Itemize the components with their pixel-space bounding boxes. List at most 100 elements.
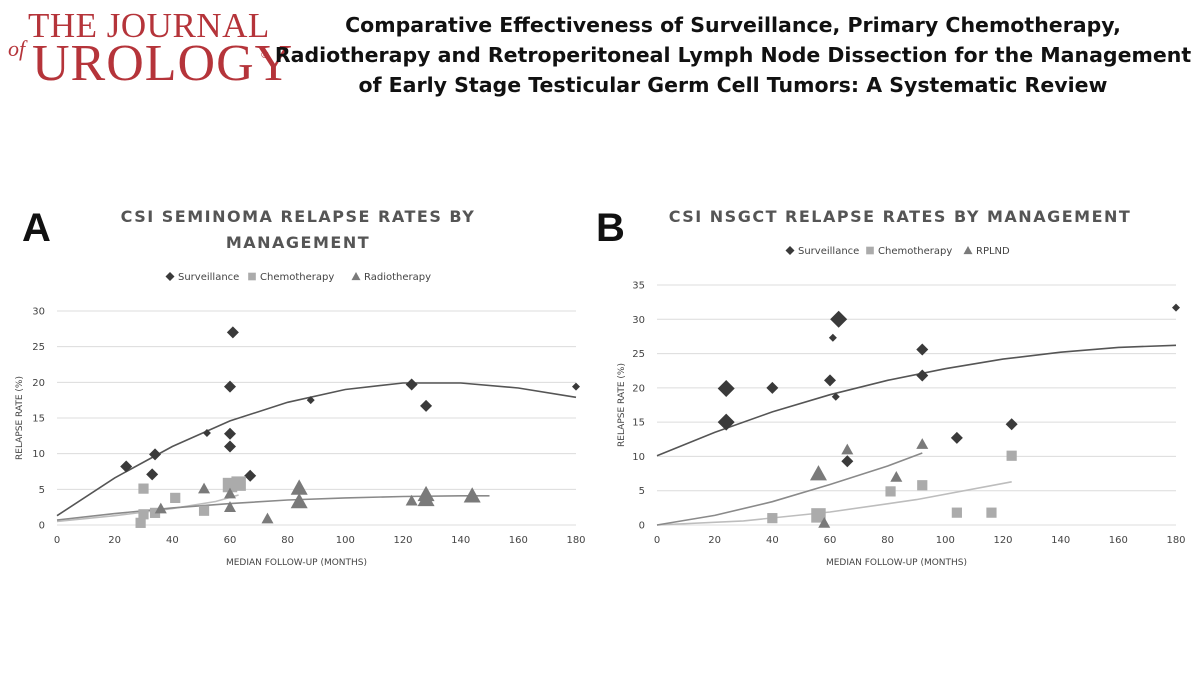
chart-a-y-tick: 0 [39, 521, 45, 532]
chart-a-point-radiotherapy [224, 501, 236, 512]
chart-a-legend-marker-surveillance [165, 272, 175, 281]
chart-a-y-tick: 30 [32, 307, 45, 318]
chart-b-x-tick: 80 [881, 535, 894, 546]
chart-a-x-axis-label: MEDIAN FOLLOW-UP (MONTHS) [226, 558, 367, 568]
chart-b-point-chemotherapy [1006, 450, 1017, 461]
panel-label-a: A [22, 206, 51, 250]
chart-a-point-radiotherapy [290, 479, 308, 495]
chart-b-point-surveillance [841, 455, 854, 468]
chart-b-x-tick: 0 [654, 535, 660, 546]
chart-a-x-tick: 0 [54, 535, 60, 546]
chart-b-x-tick: 120 [993, 535, 1012, 546]
chart-a-point-radiotherapy [417, 490, 435, 507]
chart-b-point-surveillance [717, 413, 735, 431]
chart-b-point-surveillance [1172, 303, 1180, 312]
chart-b-point-surveillance [766, 381, 779, 394]
chart-b-point-surveillance [1005, 418, 1018, 431]
chart-a-point-radiotherapy [154, 502, 167, 514]
chart-b-legend-label-rplnd: RPLND [976, 246, 1010, 257]
chart-b-point-rplnd [841, 443, 854, 455]
chart-a-x-tick: 120 [393, 535, 412, 546]
chart-a-point-radiotherapy [224, 487, 236, 499]
chart-a-point-chemotherapy [231, 476, 246, 491]
chart-b-point-chemotherapy [986, 507, 997, 518]
chart-a-trendline-surveillance [56, 382, 577, 517]
chart-a-point-surveillance [405, 378, 418, 391]
chart-a-point-surveillance [224, 380, 236, 393]
chart-b-legend-label-chemotherapy: Chemotherapy [878, 246, 952, 257]
chart-a-legend-label-surveillance: Surveillance [178, 272, 239, 283]
chart-a-legend-label-chemotherapy: Chemotherapy [260, 272, 334, 283]
chart-a-point-surveillance [226, 326, 239, 339]
logo-urology: UROLOGY [32, 35, 294, 92]
chart-b-y-tick: 10 [632, 452, 645, 463]
chart-b-point-chemotherapy [885, 486, 896, 497]
chart-b-point-surveillance [831, 392, 840, 401]
chart-a-point-radiotherapy [261, 512, 274, 524]
chart-b-x-tick: 140 [1051, 535, 1070, 546]
chart-b-trendline-rplnd [656, 452, 923, 526]
article-title: Comparative Effectiveness of Surveillanc… [274, 13, 1192, 97]
chart-a-x-tick: 60 [224, 535, 237, 546]
chart-a-y-tick: 5 [39, 485, 45, 496]
chart-a-point-chemotherapy [198, 505, 210, 516]
chart-a-title-line: CSI SEMINOMA RELAPSE RATES BY [121, 207, 476, 226]
chart-b-trendline-surveillance [656, 344, 1177, 457]
chart-b-point-surveillance [824, 374, 836, 387]
chart-b-x-axis-label: MEDIAN FOLLOW-UP (MONTHS) [826, 558, 967, 568]
chart-a-point-radiotherapy [198, 482, 211, 494]
chart-a-point-radiotherapy [463, 487, 481, 503]
chart-a-y-tick: 10 [32, 449, 45, 460]
chart-b-legend-label-surveillance: Surveillance [798, 246, 859, 257]
panel-label-b: B [596, 206, 625, 250]
chart-b-y-tick: 5 [639, 486, 645, 497]
chart-b-point-surveillance [950, 431, 963, 444]
chart-b-trendline-chemotherapy [656, 481, 1012, 526]
chart-a-legend-marker-chemotherapy [248, 272, 256, 281]
chart-a-title-line: MANAGEMENT [226, 233, 370, 252]
chart-a-x-tick: 100 [336, 535, 355, 546]
chart-a-y-tick: 20 [32, 378, 45, 389]
chart-b-point-surveillance [916, 369, 929, 382]
chart-b-y-tick: 15 [632, 418, 645, 429]
chart-b-legend-marker-surveillance [785, 246, 795, 255]
chart-b-point-rplnd [916, 438, 929, 449]
chart-b-y-tick: 20 [632, 383, 645, 394]
chart-a-point-chemotherapy [135, 517, 146, 528]
chart-a-point-surveillance [149, 448, 162, 461]
chart-b-y-tick: 25 [632, 349, 645, 360]
chart-b-y-tick: 30 [632, 315, 645, 326]
chart-a-point-surveillance [202, 428, 211, 437]
chart-b-point-chemotherapy [767, 513, 778, 524]
chart-a-point-surveillance [244, 469, 257, 482]
chart-b-point-chemotherapy [917, 480, 928, 491]
chart-a-point-surveillance [224, 440, 236, 453]
logo-of: of [8, 36, 26, 61]
chart-b-point-surveillance [916, 343, 929, 356]
chart-b-x-tick: 160 [1109, 535, 1128, 546]
chart-b-legend-marker-rplnd [963, 246, 973, 255]
chart-b-point-surveillance [830, 310, 848, 328]
chart-a-y-tick: 25 [32, 342, 45, 353]
chart-b-point-chemotherapy [951, 507, 962, 518]
chart-a-legend-marker-radiotherapy [351, 272, 361, 281]
chart-a-x-tick: 160 [509, 535, 528, 546]
chart-a-legend-label-radiotherapy: Radiotherapy [364, 272, 431, 283]
chart-b-x-tick: 180 [1166, 535, 1185, 546]
chart-a-point-radiotherapy [405, 494, 418, 506]
chart-a-point-surveillance [306, 396, 315, 405]
chart-a-x-tick: 140 [451, 535, 470, 546]
chart-b-point-surveillance [828, 333, 837, 342]
chart-b-y-axis-label: RELAPSE RATE (%) [617, 363, 627, 447]
chart-b-x-tick: 60 [824, 535, 837, 546]
chart-b-point-surveillance [717, 380, 735, 398]
chart-a-y-tick: 15 [32, 414, 45, 425]
chart-b-y-tick: 0 [639, 521, 645, 532]
chart-a-point-surveillance [572, 382, 580, 391]
chart-a-point-chemotherapy [138, 483, 149, 494]
chart-a-x-tick: 40 [166, 535, 179, 546]
journal-logo: THE JOURNAL of UROLOGY ® [8, 6, 292, 92]
chart-b-y-tick: 35 [632, 281, 645, 292]
chart-a-point-surveillance [224, 427, 236, 440]
